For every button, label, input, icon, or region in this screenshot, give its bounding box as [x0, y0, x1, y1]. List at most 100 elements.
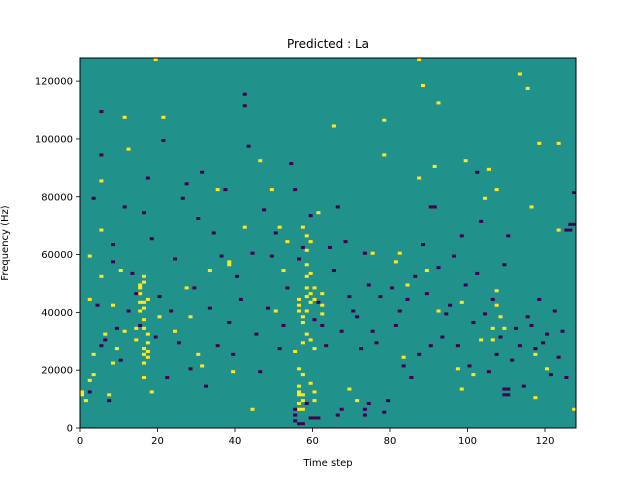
heatmap-cell-low: [223, 188, 228, 192]
heatmap-cell-low: [552, 309, 557, 313]
heatmap-cell-high: [83, 399, 88, 403]
heatmap-cell-low: [157, 295, 162, 299]
heatmap-cell-high: [312, 347, 317, 351]
heatmap-cell-high: [308, 240, 313, 244]
heatmap-cell-high: [463, 159, 468, 163]
heatmap-cell-low: [320, 323, 325, 327]
heatmap-cell-high: [142, 375, 147, 380]
heatmap-cell-high: [308, 338, 313, 342]
heatmap-cell-high: [297, 384, 302, 388]
y-tick-label: 120000: [35, 77, 73, 88]
heatmap-cell-low: [401, 364, 406, 368]
heatmap-cell-high: [432, 164, 437, 168]
heatmap-cell-low: [335, 205, 340, 209]
heatmap-cell-high: [142, 361, 147, 365]
heatmap-cell-high: [196, 352, 201, 356]
heatmap-cell-high: [138, 286, 143, 290]
heatmap-cell-high: [157, 315, 162, 319]
heatmap-cell-high: [529, 205, 534, 209]
heatmap-cell-high: [405, 283, 410, 287]
x-tick-label: 20: [151, 436, 164, 447]
heatmap-cell-high: [153, 58, 158, 62]
heatmap-cell-high: [145, 349, 150, 353]
heatmap-cell-high: [145, 341, 150, 345]
heatmap-cell-high: [297, 297, 302, 301]
heatmap-cell-low: [99, 153, 104, 157]
heatmap-cell-low: [285, 286, 290, 290]
heatmap-cell-high: [122, 329, 127, 333]
heatmap-cell-low: [393, 323, 398, 327]
heatmap-cell-low: [502, 387, 507, 391]
heatmap-cell-high: [545, 367, 550, 371]
heatmap-cell-low: [293, 413, 298, 417]
heatmap-cell-low: [417, 352, 422, 356]
heatmap-cell-high: [138, 292, 143, 296]
heatmap-cell-low: [273, 231, 278, 235]
heatmap-cell-low: [176, 341, 181, 345]
heatmap-cell-low: [204, 384, 209, 388]
heatmap-cell-high: [304, 332, 309, 336]
heatmap-cell-low: [111, 243, 116, 247]
heatmap-cell-high: [99, 228, 104, 232]
heatmap-cell-low: [378, 295, 383, 299]
heatmap-cell-low: [560, 329, 565, 333]
heatmap-cell-high: [498, 315, 503, 319]
heatmap-cell-low: [107, 399, 112, 403]
heatmap-cell-low: [339, 329, 344, 333]
heatmap-plot-area: [80, 58, 577, 428]
heatmap-cell-low: [258, 370, 263, 374]
heatmap-cell-low: [169, 309, 174, 313]
heatmap-cell-low: [227, 321, 232, 325]
y-tick-label: 0: [67, 424, 73, 435]
heatmap-cell-low: [413, 274, 418, 278]
heatmap-cell-high: [300, 393, 305, 397]
heatmap-cell-high: [293, 349, 298, 353]
heatmap-cell-high: [397, 251, 402, 255]
heatmap-cell-low: [339, 407, 344, 411]
heatmap-cell-high: [424, 269, 429, 273]
heatmap-cell-low: [173, 257, 178, 261]
heatmap-cell-low: [304, 401, 309, 406]
heatmap-cell-high: [304, 295, 309, 299]
heatmap-cell-low: [572, 190, 577, 195]
heatmap-cell-high: [297, 390, 302, 394]
heatmap-cell-high: [556, 228, 561, 232]
heatmap-cell-high: [304, 234, 309, 238]
heatmap-cell-high: [308, 292, 313, 296]
heatmap-cell-high: [87, 254, 92, 258]
heatmap-cell-low: [297, 257, 302, 261]
heatmap-cell-high: [347, 387, 352, 391]
heatmap-cell-high: [173, 329, 178, 333]
heatmap-cell-low: [424, 292, 429, 296]
heatmap-cell-high: [300, 321, 305, 325]
heatmap-cell-low: [366, 283, 371, 287]
heatmap-cell-high: [184, 286, 189, 290]
heatmap-cell-low: [308, 416, 313, 420]
heatmap-cell-high: [99, 274, 104, 278]
heatmap-cell-low: [440, 335, 445, 339]
heatmap-cell-low: [486, 370, 491, 374]
heatmap-cell-high: [483, 196, 488, 200]
heatmap-cell-high: [417, 176, 422, 180]
heatmap-cell-low: [300, 422, 305, 426]
heatmap-cell-high: [370, 251, 375, 255]
heatmap-cell-high: [297, 401, 302, 406]
heatmap-cell-high: [304, 248, 309, 252]
heatmap-cell-low: [529, 323, 534, 327]
heatmap-cell-high: [494, 303, 499, 307]
heatmap-cell-high: [417, 58, 422, 62]
heatmap-cell-low: [215, 344, 220, 348]
heatmap-cell-high: [471, 373, 476, 377]
heatmap-cell-low: [521, 384, 526, 388]
heatmap-cell-high: [215, 188, 220, 192]
heatmap-cell-low: [572, 222, 577, 226]
heatmap-cell-low: [347, 295, 352, 299]
heatmap-cell-low: [448, 303, 453, 307]
heatmap-cell-high: [490, 338, 495, 342]
heatmap-cell-high: [486, 167, 491, 171]
heatmap-cell-high: [91, 352, 96, 356]
heatmap-cell-low: [494, 352, 499, 356]
heatmap-cell-low: [130, 271, 135, 275]
heatmap-cell-low: [262, 208, 267, 212]
